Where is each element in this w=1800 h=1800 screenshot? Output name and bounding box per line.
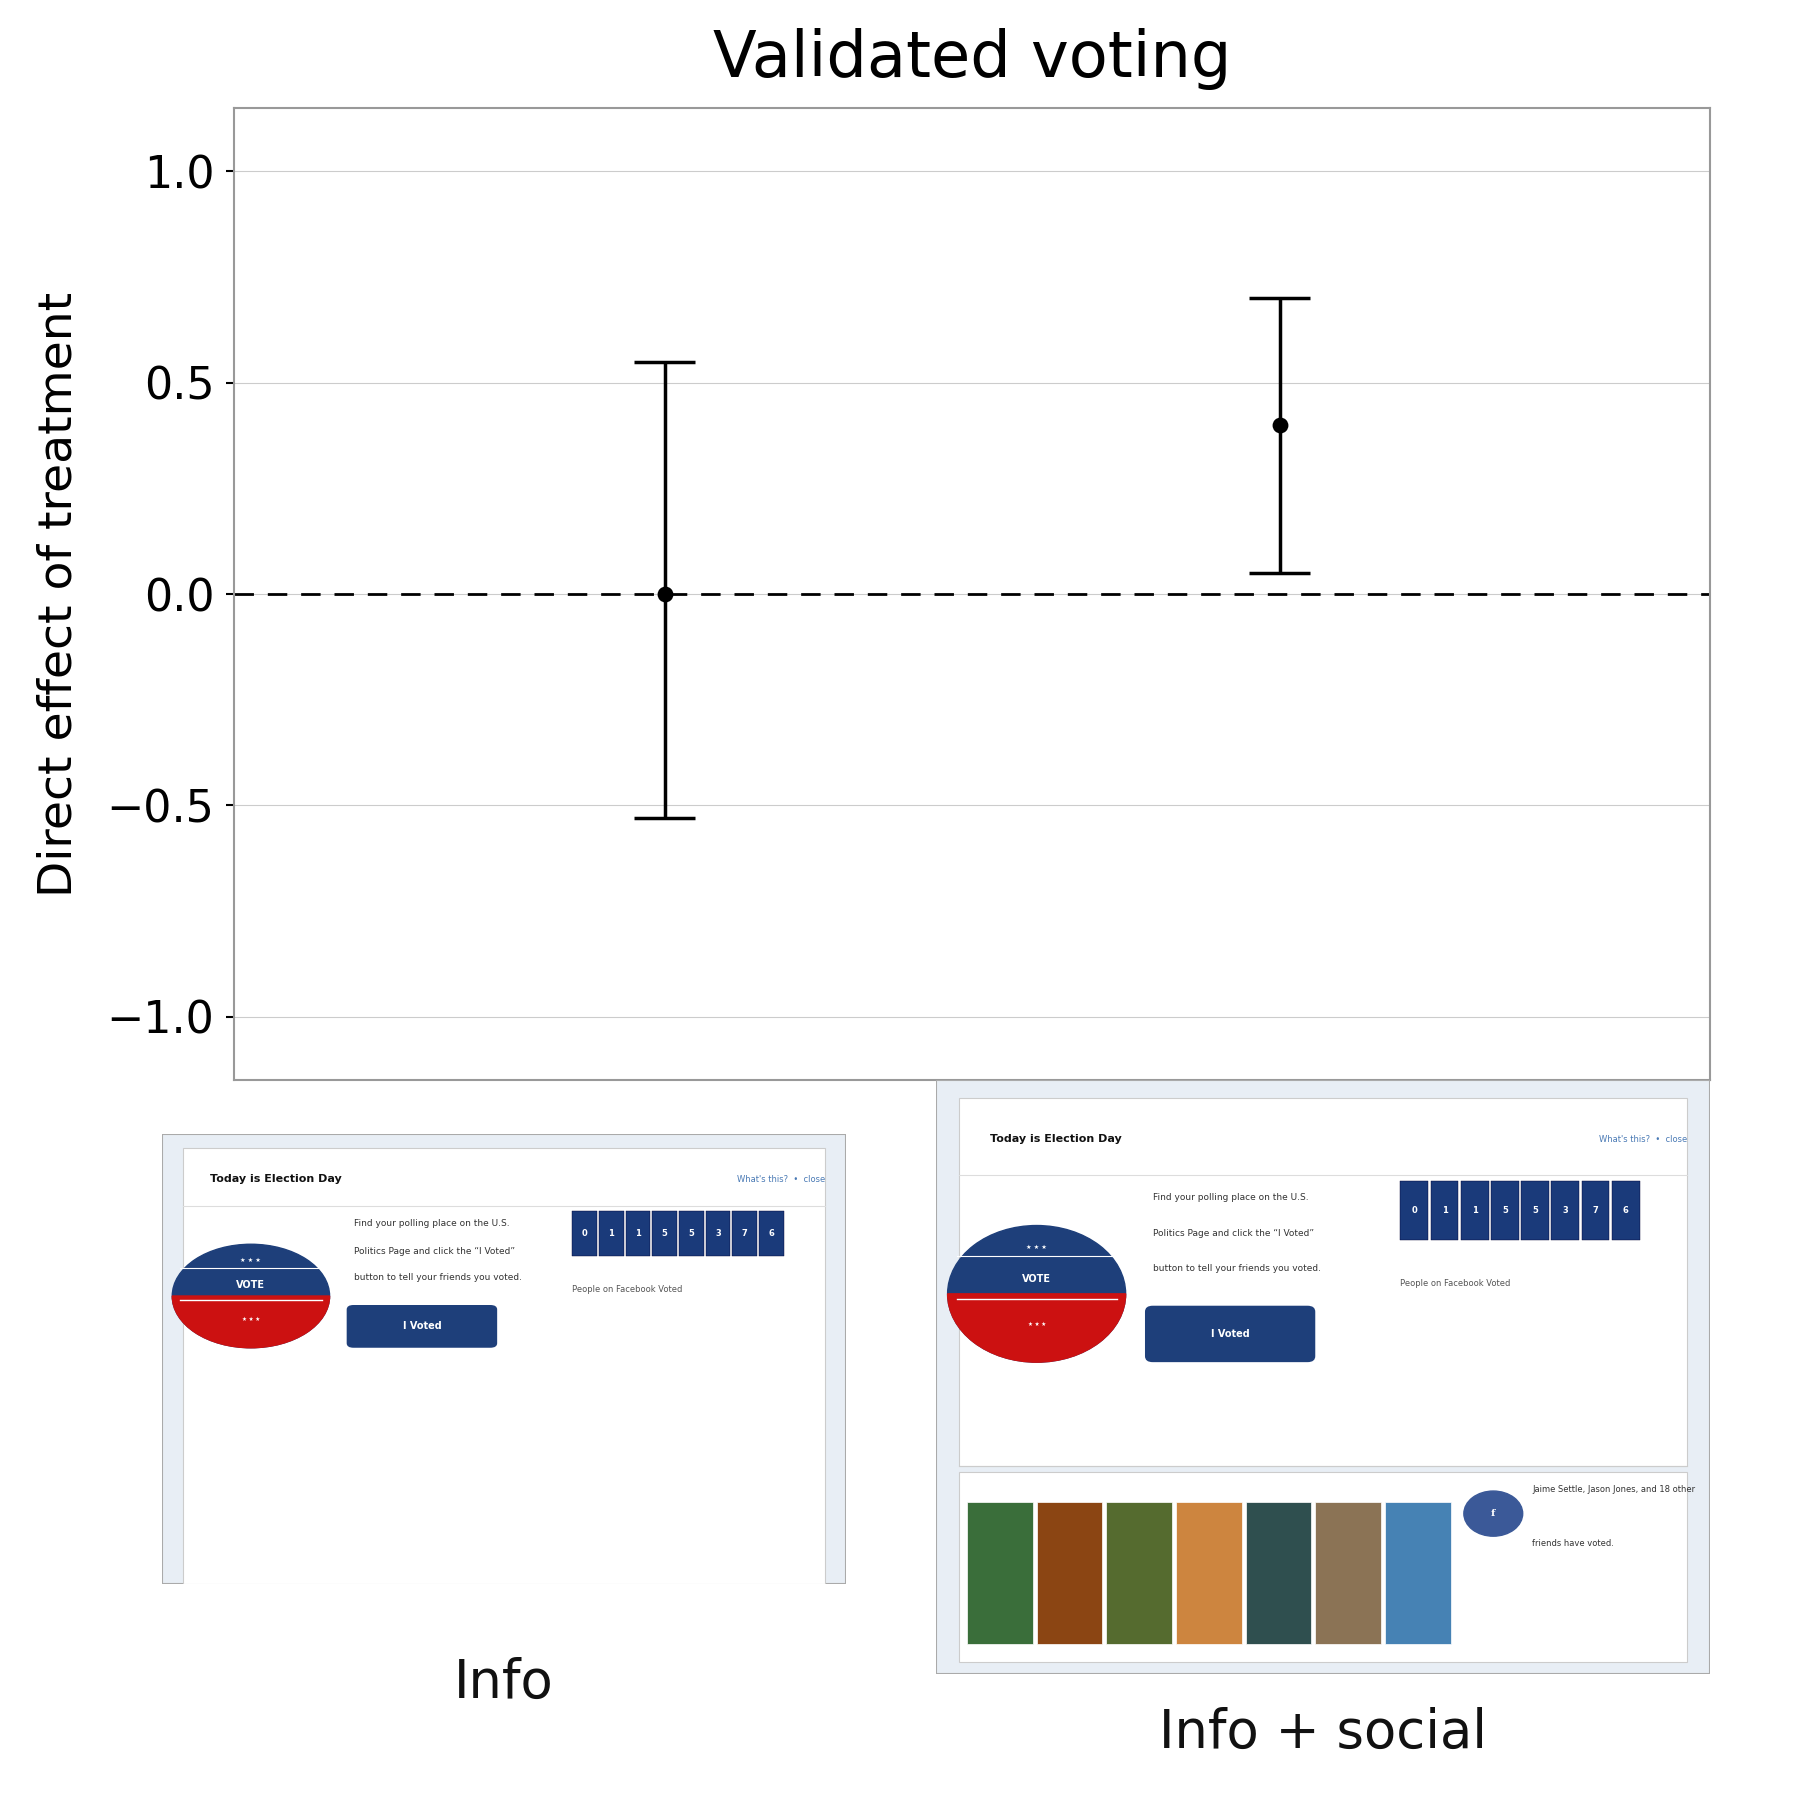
Text: I Voted: I Voted [1211,1328,1249,1339]
Text: ★ ★ ★: ★ ★ ★ [241,1318,259,1321]
FancyBboxPatch shape [1462,1181,1489,1240]
FancyBboxPatch shape [347,1305,497,1348]
Text: 1: 1 [1472,1206,1478,1215]
Text: friends have voted.: friends have voted. [1532,1539,1615,1548]
Text: Today is Election Day: Today is Election Day [990,1134,1121,1145]
FancyBboxPatch shape [760,1210,783,1256]
FancyBboxPatch shape [182,1148,826,1584]
FancyBboxPatch shape [679,1210,704,1256]
Text: VOTE: VOTE [236,1280,265,1289]
Text: 0: 0 [1411,1206,1417,1215]
FancyBboxPatch shape [1521,1181,1550,1240]
FancyBboxPatch shape [959,1098,1687,1465]
Text: 1: 1 [635,1228,641,1238]
Text: 6: 6 [1622,1206,1629,1215]
Text: 1: 1 [1442,1206,1447,1215]
Text: 6: 6 [769,1228,774,1238]
FancyBboxPatch shape [936,1080,1710,1674]
FancyBboxPatch shape [1175,1501,1242,1645]
FancyBboxPatch shape [1490,1181,1519,1240]
FancyBboxPatch shape [652,1210,677,1256]
FancyBboxPatch shape [1384,1501,1451,1645]
FancyBboxPatch shape [1582,1181,1609,1240]
Text: Politics Page and click the “I Voted”: Politics Page and click the “I Voted” [353,1246,515,1256]
Text: 5: 5 [1501,1206,1508,1215]
Circle shape [173,1244,329,1348]
Point [650,580,679,608]
Text: ★ ★ ★: ★ ★ ★ [1026,1246,1048,1249]
Text: 1: 1 [608,1228,614,1238]
Text: 7: 7 [1593,1206,1598,1215]
Text: 3: 3 [715,1228,722,1238]
FancyBboxPatch shape [599,1210,625,1256]
FancyBboxPatch shape [733,1210,758,1256]
FancyBboxPatch shape [706,1210,731,1256]
Text: Find your polling place on the U.S.: Find your polling place on the U.S. [1152,1193,1309,1202]
FancyBboxPatch shape [1552,1181,1579,1240]
Text: button to tell your friends you voted.: button to tell your friends you voted. [1152,1264,1321,1273]
Text: 0: 0 [581,1228,587,1238]
FancyBboxPatch shape [162,1134,846,1584]
FancyBboxPatch shape [959,1472,1687,1661]
Text: Find your polling place on the U.S.: Find your polling place on the U.S. [353,1220,509,1228]
Title: Validated voting: Validated voting [713,29,1231,90]
Text: I Voted: I Voted [403,1321,441,1332]
Text: 5: 5 [688,1228,695,1238]
FancyBboxPatch shape [1145,1305,1316,1363]
FancyBboxPatch shape [626,1210,650,1256]
Wedge shape [947,1294,1125,1363]
Text: f: f [1490,1508,1496,1517]
Text: Politics Page and click the “I Voted”: Politics Page and click the “I Voted” [1152,1228,1314,1238]
Y-axis label: Direct effect of treatment: Direct effect of treatment [36,292,81,896]
Text: Info + social: Info + social [1159,1708,1487,1759]
FancyBboxPatch shape [1400,1181,1427,1240]
Text: Jaime Settle, Jason Jones, and 18 other: Jaime Settle, Jason Jones, and 18 other [1532,1485,1696,1494]
Text: Today is Election Day: Today is Election Day [211,1174,342,1184]
Text: 3: 3 [1562,1206,1568,1215]
Text: 5: 5 [1532,1206,1537,1215]
Point [1265,410,1294,439]
Text: 7: 7 [742,1228,747,1238]
FancyBboxPatch shape [1107,1501,1172,1645]
Text: VOTE: VOTE [1022,1274,1051,1283]
FancyBboxPatch shape [1037,1501,1102,1645]
FancyBboxPatch shape [1316,1501,1381,1645]
FancyBboxPatch shape [1611,1181,1640,1240]
Text: Info: Info [454,1658,554,1708]
Circle shape [1463,1490,1523,1535]
Text: People on Facebook Voted: People on Facebook Voted [1400,1280,1510,1289]
FancyBboxPatch shape [1431,1181,1458,1240]
Text: What's this?  •  close: What's this? • close [1598,1136,1687,1145]
Text: button to tell your friends you voted.: button to tell your friends you voted. [353,1274,522,1282]
Text: 5: 5 [662,1228,668,1238]
Text: ★ ★ ★: ★ ★ ★ [241,1258,261,1264]
Wedge shape [173,1296,329,1348]
Text: ★ ★ ★: ★ ★ ★ [1028,1321,1046,1327]
FancyBboxPatch shape [967,1501,1033,1645]
FancyBboxPatch shape [572,1210,598,1256]
FancyBboxPatch shape [1246,1501,1312,1645]
Text: What's this?  •  close: What's this? • close [738,1175,826,1184]
Text: People on Facebook Voted: People on Facebook Voted [572,1285,682,1294]
Circle shape [947,1226,1125,1363]
